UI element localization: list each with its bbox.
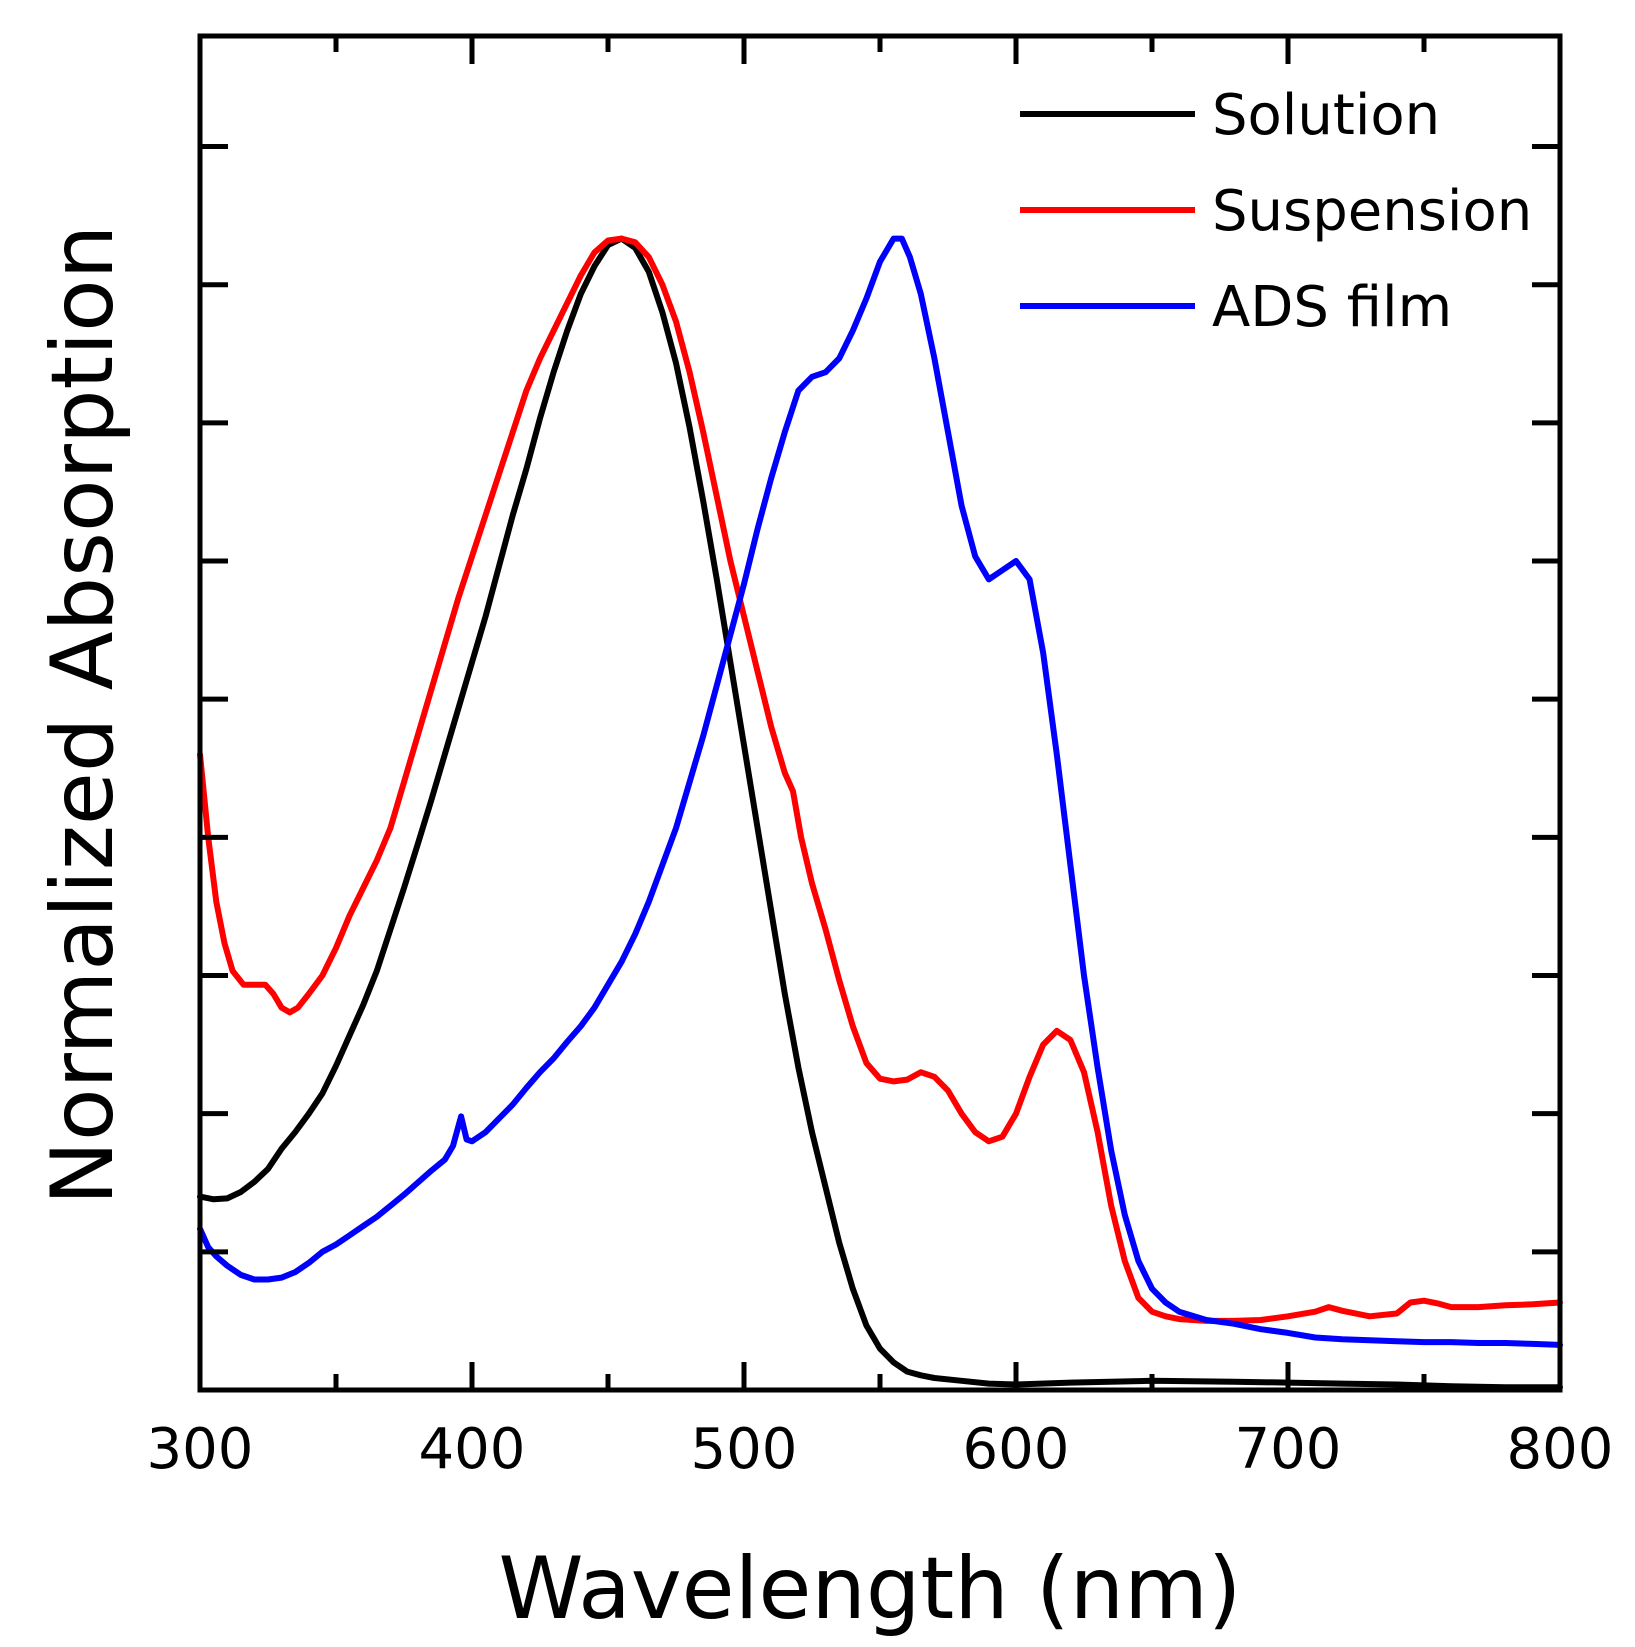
x-tick-label: 700 — [1235, 1417, 1342, 1482]
x-tick-label: 800 — [1507, 1417, 1614, 1482]
series-line-ads-film — [197, 235, 1563, 1348]
x-tick-label: 500 — [691, 1417, 798, 1482]
legend: Solution Suspension ADS film — [1020, 83, 1532, 340]
legend-label: ADS film — [1212, 275, 1452, 340]
series-layer — [197, 235, 1563, 1391]
x-tick-label: 600 — [963, 1417, 1070, 1482]
x-axis-title: Wavelength (nm) — [499, 1539, 1242, 1639]
y-axis-title: Normalized Absorption — [33, 225, 133, 1206]
x-tick-label: 300 — [147, 1417, 254, 1482]
series-line-suspension — [197, 235, 1563, 1324]
series-line-solution — [197, 235, 1563, 1391]
legend-label: Solution — [1212, 83, 1440, 148]
tick-layer — [197, 36, 1563, 1390]
tick-label-layer: 300 400 500 600 700 800 — [147, 1417, 1614, 1482]
legend-label: Suspension — [1212, 179, 1532, 244]
x-tick-label: 400 — [419, 1417, 526, 1482]
